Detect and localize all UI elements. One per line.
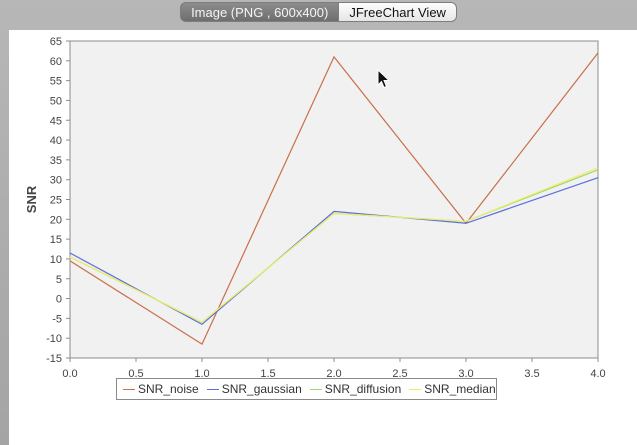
legend-swatch: [123, 388, 135, 390]
legend-swatch: [409, 388, 422, 390]
chart-legend: SNR_noise SNR_gaussian SNR_diffusion SNR_me…: [116, 378, 497, 400]
legend-item: SNR_median: [409, 382, 496, 396]
tab-bar: Image (PNG , 600x400) JFreeChart View: [0, 0, 637, 26]
y-tick-label: 25: [50, 195, 62, 207]
y-tick-label: 65: [50, 36, 62, 48]
x-tick-label: 0.0: [62, 368, 77, 380]
x-tick-label: 1.0: [194, 368, 209, 380]
series-line-snr-noise: [69, 52, 599, 346]
y-tick-label: 60: [50, 56, 62, 68]
y-tick-label: 55: [50, 76, 62, 88]
y-tick-label: 40: [50, 135, 62, 147]
legend-item: SNR_gaussian: [206, 382, 302, 396]
legend-label: SNR_median: [424, 382, 496, 396]
x-tick-label: 3.5: [524, 368, 539, 380]
legend-swatch: [206, 388, 219, 390]
y-tick-label: -5: [52, 313, 62, 325]
tab-image-png[interactable]: Image (PNG , 600x400): [180, 2, 339, 22]
y-tick-label: 15: [50, 234, 62, 246]
y-axis-label: SNR: [24, 185, 39, 213]
legend-label: SNR_diffusion: [324, 382, 402, 396]
y-tick-label: 0: [56, 294, 62, 306]
x-tick-label: 1.5: [260, 368, 275, 380]
y-tick-label: 45: [50, 115, 62, 127]
tab-jfreechart-view[interactable]: JFreeChart View: [338, 2, 457, 22]
y-tick-label: 30: [50, 175, 62, 187]
mouse-pointer-icon: [377, 69, 391, 89]
y-tick-label: -15: [46, 353, 62, 365]
y-tick-label: -10: [46, 333, 62, 345]
y-tick-label: 50: [50, 95, 62, 107]
x-tick-label: 4.0: [590, 368, 605, 380]
x-tick-label: 2.5: [392, 368, 407, 380]
x-tick-label: 3.0: [458, 368, 473, 380]
legend-label: SNR_gaussian: [221, 382, 302, 396]
plot-area: [69, 40, 599, 359]
legend-item: SNR_diffusion: [309, 382, 402, 396]
legend-item: SNR_noise: [123, 382, 199, 396]
legend-swatch: [309, 388, 322, 390]
y-tick-label: 35: [50, 155, 62, 167]
y-tick-label: 10: [50, 254, 62, 266]
y-tick-label: 5: [56, 274, 62, 286]
x-tick-label: 2.0: [326, 368, 341, 380]
series-line-snr-median: [69, 167, 599, 324]
x-tick-label: 0.5: [128, 368, 143, 380]
y-tick-label: 20: [50, 214, 62, 226]
legend-label: SNR_noise: [138, 382, 199, 396]
